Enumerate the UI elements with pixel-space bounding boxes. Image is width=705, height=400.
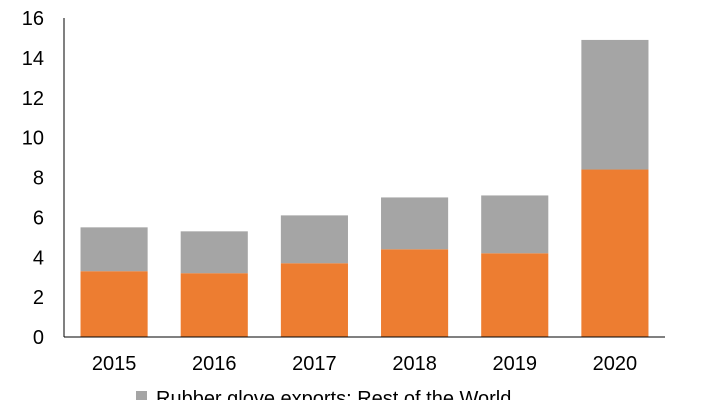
y-tick-label: 16 <box>22 8 44 30</box>
legend-label: Rubber glove exports: Rest of the World <box>156 388 511 400</box>
legend-swatch <box>136 391 147 400</box>
bar-segment-2015-series-1 <box>80 227 148 272</box>
x-axis-tick-labels: 2015 2016 2017 2018 2019 2020 <box>92 353 637 375</box>
x-tick-label: 2018 <box>392 353 437 375</box>
bar-segment-2018-series-0 <box>381 249 449 337</box>
bar-segment-2017-series-1 <box>280 215 348 264</box>
legend: Rubber glove exports: Rest of the World <box>136 388 511 400</box>
y-tick-label: 2 <box>33 287 44 309</box>
bar-segment-2017-series-0 <box>280 263 348 337</box>
bar-segment-2018-series-1 <box>381 197 449 250</box>
bar-segment-2016-series-0 <box>180 273 248 337</box>
bar-segment-2019-series-0 <box>481 253 549 337</box>
x-tick-label: 2020 <box>593 353 638 375</box>
x-tick-label: 2015 <box>92 353 137 375</box>
x-tick-label: 2016 <box>192 353 237 375</box>
y-tick-label: 8 <box>33 168 44 190</box>
bar-segment-2019-series-1 <box>481 195 549 254</box>
x-tick-label: 2017 <box>292 353 337 375</box>
y-tick-label: 10 <box>22 128 44 150</box>
x-tick-label: 2019 <box>493 353 538 375</box>
bars <box>80 39 649 337</box>
y-tick-label: 12 <box>22 88 44 110</box>
bar-segment-2020-series-1 <box>581 39 649 170</box>
bar-segment-2016-series-1 <box>180 231 248 274</box>
y-tick-label: 6 <box>33 207 44 229</box>
bar-segment-2020-series-0 <box>581 169 649 337</box>
y-axis-tick-labels: 0 2 4 6 8 10 12 14 16 <box>22 8 44 349</box>
y-tick-label: 14 <box>22 48 44 70</box>
bar-segment-2015-series-0 <box>80 271 148 337</box>
y-tick-label: 4 <box>33 247 44 269</box>
y-tick-label: 0 <box>33 327 44 349</box>
